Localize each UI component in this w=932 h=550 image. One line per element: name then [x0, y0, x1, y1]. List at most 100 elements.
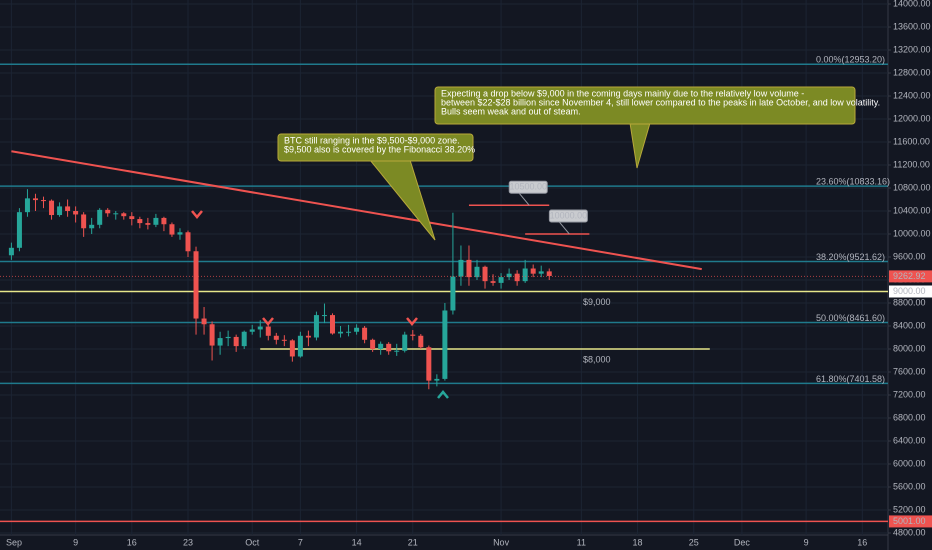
candle-body: [442, 310, 448, 379]
note-text: Bulls seem weak and out of steam.: [441, 106, 581, 116]
candle-body: [354, 327, 360, 332]
x-tick-label: 21: [408, 537, 418, 547]
y-tick-label: 12400.00: [893, 90, 931, 100]
candle-body: [410, 334, 416, 336]
sell-marker: [191, 210, 203, 219]
candle-body: [73, 211, 79, 215]
candle-body: [474, 266, 480, 278]
y-tick-label: 5200.00: [893, 504, 926, 514]
candle-body: [313, 315, 319, 338]
candle-body: [137, 219, 143, 224]
x-tick-label: 11: [577, 537, 586, 547]
fib-label: 50.00%(8461.60): [816, 313, 885, 323]
candle-body: [530, 268, 536, 274]
y-tick-label: 13600.00: [893, 21, 931, 31]
candle-body: [217, 338, 223, 346]
buy-marker: [437, 390, 449, 399]
price-tag: [889, 285, 932, 298]
candle-body: [89, 224, 95, 229]
candle-body: [153, 217, 159, 225]
y-tick-label: 8000.00: [893, 343, 926, 353]
tag-box: [548, 209, 588, 223]
candle-body: [506, 273, 512, 278]
y-tick-label: 8400.00: [893, 320, 926, 330]
fib-label: 38.20%(9521.62): [816, 252, 885, 262]
price-tag-label: 5001.00: [893, 516, 926, 526]
candle-body: [362, 327, 368, 340]
candle-body: [418, 335, 424, 348]
candle-body: [450, 276, 456, 311]
y-tick-label: 4800.00: [893, 527, 926, 537]
candle-body: [257, 326, 263, 330]
x-tick-label: Oct: [245, 537, 260, 547]
candle-body: [169, 224, 175, 235]
candle-body: [289, 340, 295, 357]
x-tick-label: 7: [298, 537, 303, 547]
candle-body: [201, 318, 207, 325]
candle-body: [97, 209, 103, 225]
candle-body: [209, 324, 215, 346]
candle-body: [145, 223, 151, 225]
candle-body: [281, 339, 287, 341]
candle-body: [105, 209, 111, 214]
x-tick-label: 18: [633, 537, 643, 547]
note-box: [277, 133, 474, 162]
trend-line: [11, 150, 702, 271]
candle-body: [329, 315, 335, 334]
y-tick-label: 14000.00: [893, 0, 931, 8]
x-tick-label: 25: [689, 537, 699, 547]
candle-body: [482, 266, 488, 282]
y-tick-label: 7200.00: [893, 389, 926, 399]
candle-body: [161, 217, 167, 225]
x-tick-label: Nov: [493, 537, 510, 547]
candle-body: [121, 213, 127, 217]
y-tick-label: 6400.00: [893, 435, 926, 445]
note-text: $9,500 also is covered by the Fibonacci …: [284, 144, 475, 154]
tag-box: [508, 180, 548, 194]
x-tick-label: 23: [183, 537, 193, 547]
candle-body: [225, 336, 231, 339]
x-tick-label: Sep: [6, 537, 22, 547]
y-tick-label: 12800.00: [893, 67, 931, 77]
x-tick-label: 9: [804, 537, 809, 547]
y-tick-label: 12000.00: [893, 113, 931, 123]
x-tick-label: 9: [73, 537, 78, 547]
candle-body: [241, 331, 247, 347]
candle-body: [57, 206, 63, 216]
y-tick-label: 5600.00: [893, 481, 926, 491]
price-tag: [889, 270, 932, 283]
candle-body: [273, 335, 279, 340]
note-text: Expecting a drop below $9,000 in the com…: [441, 88, 804, 98]
y-tick-label: 10800.00: [893, 182, 931, 192]
fib-label: 0.00%(12953.20): [816, 55, 885, 65]
support-text: $8,000: [583, 354, 611, 364]
y-tick-label: 11600.00: [893, 136, 930, 146]
y-tick-label: 10400.00: [893, 205, 931, 215]
x-tick-label: 16: [127, 537, 137, 547]
x-tick-label: 14: [352, 537, 362, 547]
candle-body: [490, 281, 496, 283]
note-text: between $22-$28 billion since November 4…: [441, 97, 880, 107]
candle-body: [32, 198, 38, 201]
candle-body: [193, 251, 199, 319]
candle-body: [386, 343, 392, 352]
candle-body: [402, 334, 408, 351]
candle-body: [522, 268, 528, 282]
candle-body: [538, 271, 544, 274]
price-tag-label: 9000.00: [893, 286, 926, 296]
candle-body: [514, 273, 520, 282]
candle-body: [265, 326, 271, 336]
candle-body: [297, 335, 303, 357]
candle-body: [546, 271, 552, 276]
candle-body: [185, 232, 191, 252]
note-box: [434, 86, 856, 125]
candle-body: [81, 214, 87, 229]
y-tick-label: 11200.00: [893, 159, 930, 169]
candle-body: [434, 378, 440, 381]
candle-body: [370, 339, 376, 350]
support-text: $9,000: [583, 297, 611, 307]
candle-body: [24, 198, 30, 213]
